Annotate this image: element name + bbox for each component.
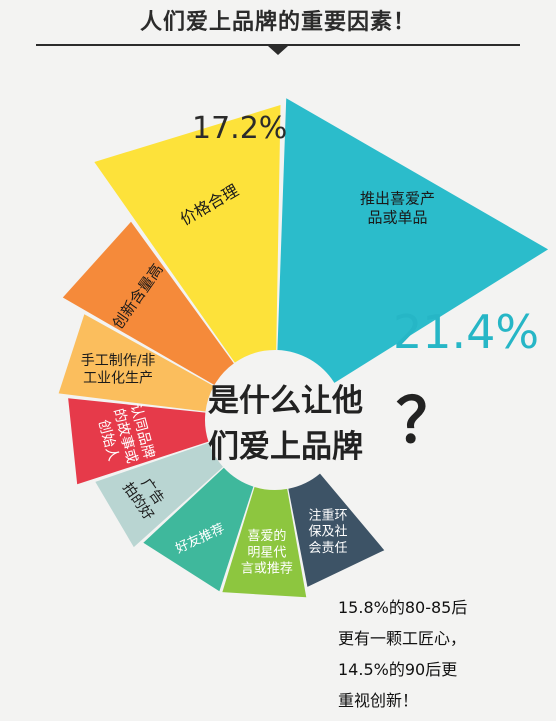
pie-slice: [62, 221, 234, 385]
footnote-line-1: 15.8%的80-85后: [338, 598, 468, 617]
center-line-2: 们爱上品牌: [208, 429, 363, 465]
slice-label: 推出喜爱产品或单品: [360, 190, 435, 227]
footnote: 15.8%的80-85后 更有一颗工匠心， 14.5%的90后更 重视创新！: [338, 592, 548, 716]
footnote-line-3: 14.5%的90后更: [338, 660, 458, 679]
title-divider: [36, 44, 520, 46]
slice-value-label: 21.4%: [393, 305, 539, 359]
pie-slice: [222, 486, 307, 598]
pie-slice: [68, 398, 209, 485]
pie-slice: [143, 467, 254, 592]
center-question: 是什么让他 们爱上品牌 ？: [208, 378, 458, 470]
slice-label: 喜爱的明星代言或推荐: [241, 528, 293, 577]
pie-slice: [58, 314, 214, 412]
footnote-line-4: 重视创新！: [338, 691, 419, 710]
pie-slice: [95, 442, 223, 548]
slice-label: 认同品牌的故事或创始人: [93, 402, 158, 470]
slice-value-label: 17.2%: [192, 111, 287, 146]
slice-label: 注重环保及社会责任: [308, 507, 347, 556]
chart-title: 人们爱上品牌的重要因素！: [139, 10, 416, 35]
question-mark: ？: [396, 384, 459, 457]
pie-slice: [288, 473, 385, 587]
footnote-line-2: 更有一颗工匠心，: [338, 629, 467, 648]
slice-label: 手工制作/非工业化生产: [81, 353, 156, 387]
title-arrow-icon: [268, 46, 288, 55]
pie-slice: [94, 105, 281, 363]
center-line-1: 是什么让他: [208, 383, 363, 419]
pie-slice: [277, 98, 549, 383]
